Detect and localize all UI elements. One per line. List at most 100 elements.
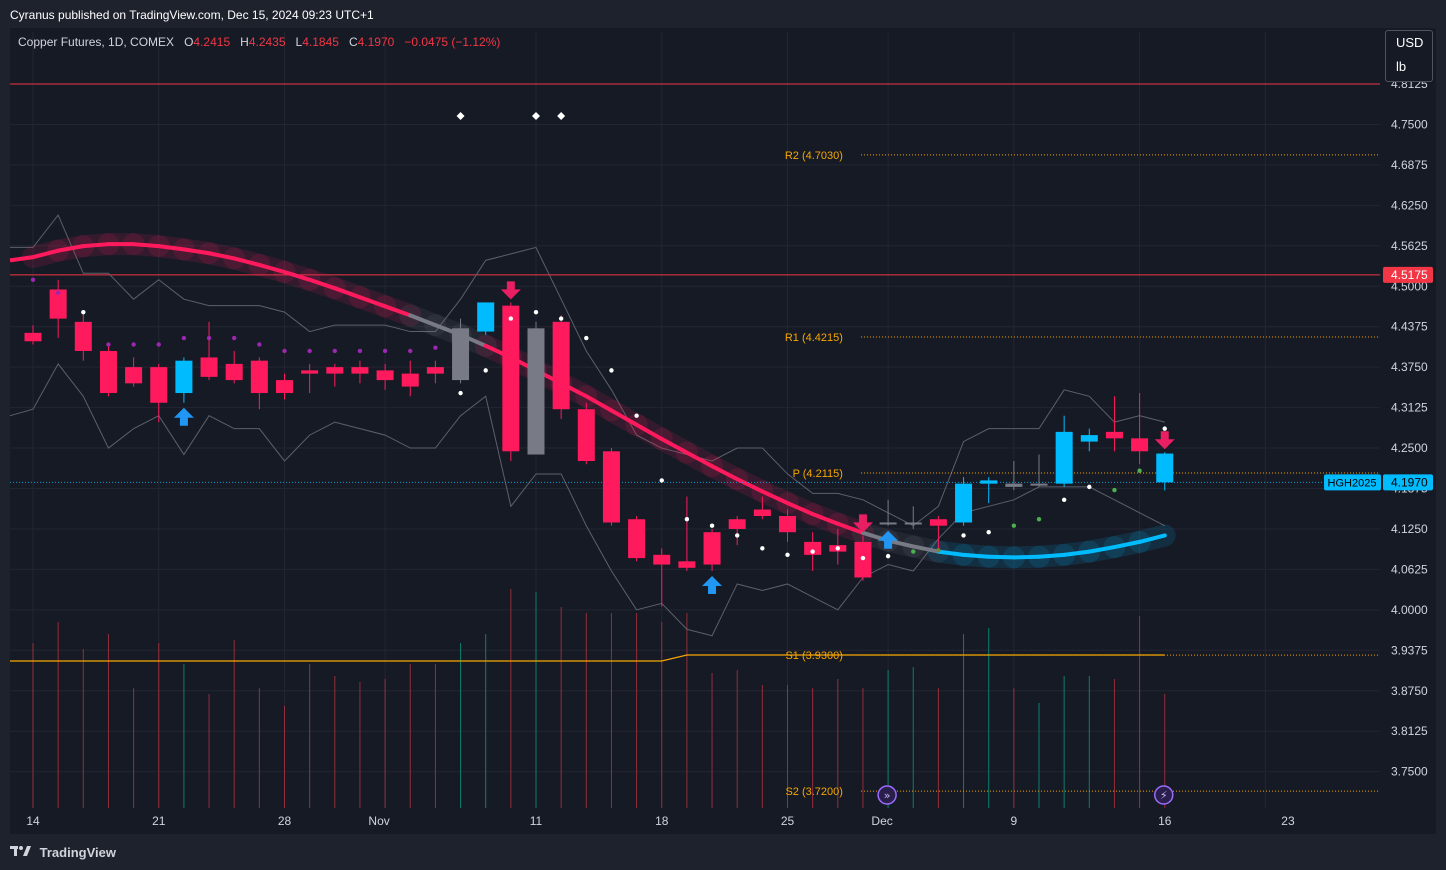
candle-body[interactable] bbox=[276, 380, 293, 394]
legend-low-label: L bbox=[295, 35, 303, 49]
signal-dot bbox=[206, 335, 212, 341]
y-tick-label: 3.8750 bbox=[1391, 684, 1428, 698]
unit-label[interactable]: lb bbox=[1396, 59, 1407, 74]
candle-body[interactable] bbox=[602, 451, 620, 523]
currency-label[interactable]: USD bbox=[1396, 35, 1424, 50]
legend-open-value: 4.2415 bbox=[193, 35, 231, 49]
trend-line-segment bbox=[232, 256, 262, 267]
brand-name: TradingView bbox=[39, 845, 116, 860]
candle-body[interactable] bbox=[175, 360, 193, 394]
candle-body[interactable] bbox=[426, 367, 444, 374]
candle-body[interactable] bbox=[376, 370, 394, 381]
candle-body[interactable] bbox=[577, 409, 595, 461]
candle-body[interactable] bbox=[150, 367, 168, 403]
trend-line-segment bbox=[332, 286, 362, 300]
candle-body[interactable] bbox=[351, 367, 369, 374]
pivot-label: S1 (3.9300) bbox=[785, 650, 842, 662]
candle-body[interactable] bbox=[1105, 431, 1123, 439]
candle-body[interactable] bbox=[703, 532, 721, 565]
candle-body[interactable] bbox=[804, 541, 822, 555]
candle-body[interactable] bbox=[552, 321, 570, 410]
pivot-label: R2 (4.7030) bbox=[785, 150, 843, 162]
candle-body[interactable] bbox=[125, 367, 143, 384]
candle-body[interactable] bbox=[955, 483, 973, 523]
candle-body[interactable] bbox=[1005, 483, 1023, 487]
trend-line-segment bbox=[936, 549, 966, 557]
envelope-upper-line bbox=[10, 214, 1165, 527]
candle-body[interactable] bbox=[929, 519, 947, 526]
legend-symbol[interactable]: Copper Futures, 1D, COMEX bbox=[18, 35, 175, 49]
trend-line-segment bbox=[81, 242, 111, 249]
signal-dot bbox=[885, 553, 891, 559]
candle-body[interactable] bbox=[1080, 435, 1098, 442]
y-tick-label: 4.0625 bbox=[1391, 562, 1428, 576]
rollover-icon[interactable] bbox=[877, 785, 897, 805]
candle-body[interactable] bbox=[1055, 431, 1073, 484]
candle-body[interactable] bbox=[1156, 453, 1174, 483]
candle-body[interactable] bbox=[678, 561, 696, 568]
candle-body[interactable] bbox=[401, 373, 419, 387]
signal-dot bbox=[55, 290, 61, 295]
candle-body[interactable] bbox=[326, 367, 344, 374]
diamond-marker bbox=[532, 112, 540, 120]
candle-body[interactable] bbox=[653, 554, 671, 565]
candle-body[interactable] bbox=[477, 302, 495, 332]
candle-body[interactable] bbox=[980, 480, 998, 484]
signal-dot bbox=[810, 549, 815, 554]
signal-dot bbox=[634, 413, 639, 418]
rollover-glyph: » bbox=[884, 789, 891, 802]
candle-body[interactable] bbox=[1131, 438, 1149, 452]
candle-body[interactable] bbox=[225, 363, 243, 381]
candle-body[interactable] bbox=[74, 321, 92, 351]
legend-close-label: C bbox=[348, 35, 358, 49]
signal-dot bbox=[735, 533, 740, 538]
candle-body[interactable] bbox=[879, 522, 897, 525]
signal-dot bbox=[684, 517, 690, 522]
top-bar: Cyranus published on TradingView.com, De… bbox=[0, 0, 1446, 28]
candle-body[interactable] bbox=[452, 328, 470, 381]
candle-body[interactable] bbox=[779, 516, 796, 533]
price-tag-red bbox=[1383, 266, 1433, 283]
signal-dot bbox=[408, 348, 413, 354]
x-tick-label: 14 bbox=[26, 814, 40, 828]
signal-dot bbox=[1011, 523, 1017, 528]
signal-dot bbox=[609, 368, 614, 373]
signal-dot bbox=[1061, 497, 1067, 503]
trend-line-segment bbox=[659, 436, 689, 455]
candle-body[interactable] bbox=[628, 519, 646, 559]
y-tick-label: 3.9375 bbox=[1391, 643, 1428, 657]
candle-body[interactable] bbox=[250, 360, 268, 394]
candle-body[interactable] bbox=[301, 370, 319, 374]
candle-body[interactable] bbox=[728, 519, 746, 529]
trend-line-segment bbox=[609, 408, 639, 427]
chart-panel[interactable] bbox=[10, 28, 1436, 834]
signal-dot bbox=[961, 533, 966, 538]
signal-dot bbox=[332, 348, 337, 354]
candle-body[interactable] bbox=[24, 332, 42, 342]
y-tick-label: 4.1250 bbox=[1391, 522, 1428, 536]
y-tick-label: 3.7500 bbox=[1391, 765, 1428, 779]
candle-body[interactable] bbox=[1030, 483, 1048, 486]
candle-body[interactable] bbox=[904, 522, 922, 525]
trend-line-segment bbox=[156, 244, 186, 252]
candle-body[interactable] bbox=[527, 328, 545, 455]
x-tick-label: 16 bbox=[1158, 814, 1172, 828]
trend-line-segment bbox=[383, 304, 413, 318]
currency-unit-selector[interactable]: USD lb bbox=[1385, 30, 1433, 82]
trend-line-segment bbox=[307, 277, 337, 291]
candle-body[interactable] bbox=[502, 305, 520, 452]
trend-line-segment bbox=[684, 450, 715, 469]
candle-body[interactable] bbox=[49, 289, 67, 319]
diamond-marker bbox=[456, 112, 465, 120]
y-tick-label: 4.6250 bbox=[1391, 198, 1428, 212]
candle-body[interactable] bbox=[99, 350, 117, 394]
lightning-icon[interactable] bbox=[1154, 785, 1174, 805]
diamond-marker bbox=[557, 112, 566, 120]
trend-line-segment bbox=[760, 489, 790, 506]
price-scale[interactable] bbox=[1380, 28, 1436, 834]
candle-body[interactable] bbox=[753, 509, 771, 517]
signal-dot bbox=[986, 529, 991, 535]
candle-body[interactable] bbox=[200, 357, 218, 377]
publish-info: Cyranus published on TradingView.com, De… bbox=[10, 8, 374, 22]
